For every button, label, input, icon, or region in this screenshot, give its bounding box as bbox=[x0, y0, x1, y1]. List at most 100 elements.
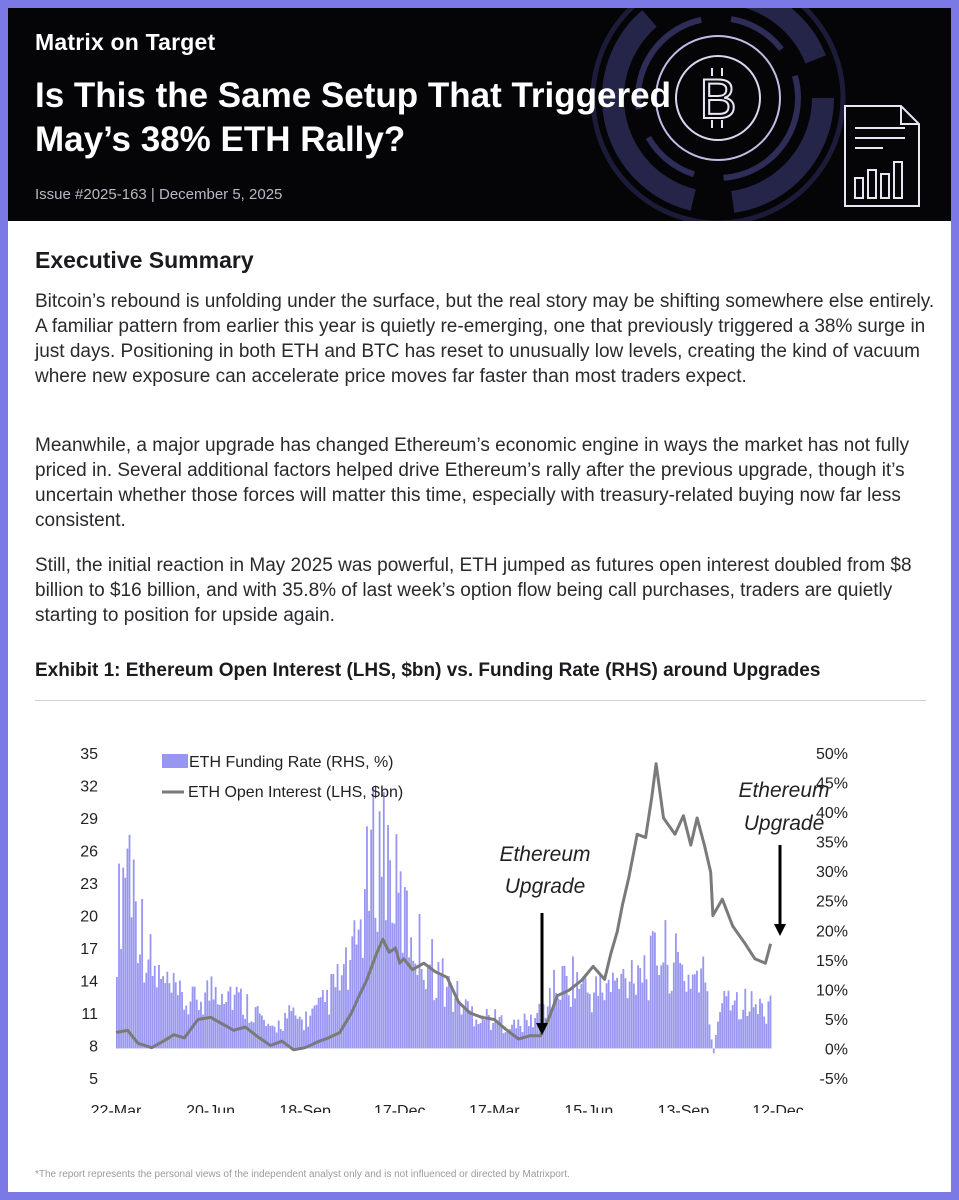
funding-rate-bar bbox=[261, 1015, 263, 1049]
funding-rate-bar bbox=[422, 979, 425, 1049]
funding-rate-bar bbox=[277, 1020, 280, 1049]
funding-rate-bar bbox=[439, 976, 442, 1049]
funding-rate-bar bbox=[530, 1014, 532, 1049]
annotation-label: Ethereum bbox=[738, 779, 829, 802]
legend-label-open-interest: ETH Open Interest (LHS, $bn) bbox=[188, 784, 403, 801]
funding-rate-bar bbox=[143, 982, 146, 1049]
bitcoin-icon: B bbox=[590, 8, 846, 221]
funding-rate-bar bbox=[357, 929, 360, 1049]
funding-rate-bar bbox=[141, 899, 144, 1049]
funding-rate-bar bbox=[279, 1029, 282, 1049]
funding-rate-bar bbox=[492, 1022, 494, 1049]
funding-rate-bar bbox=[458, 1000, 461, 1049]
y-right-tick-label: 25% bbox=[816, 894, 848, 911]
funding-rate-bar bbox=[132, 859, 135, 1049]
funding-rate-bar bbox=[248, 1022, 251, 1049]
funding-rate-bar bbox=[595, 976, 597, 1049]
funding-rate-bar bbox=[687, 974, 690, 1049]
funding-rate-bar bbox=[239, 988, 242, 1049]
y-right-tick-label: 40% bbox=[816, 805, 848, 822]
funding-rate-bar bbox=[532, 1027, 534, 1049]
funding-rate-bar bbox=[746, 1016, 749, 1049]
funding-rate-bar bbox=[498, 1017, 501, 1049]
annotation-label: Upgrade bbox=[505, 875, 586, 898]
funding-rate-bar bbox=[313, 1005, 316, 1049]
funding-rate-bar bbox=[139, 954, 141, 1049]
funding-rate-bar bbox=[689, 988, 692, 1049]
funding-rate-bar bbox=[340, 975, 343, 1049]
x-tick-label: 13-Sep bbox=[658, 1103, 710, 1113]
funding-rate-bar bbox=[418, 914, 421, 1049]
funding-rate-bar bbox=[317, 997, 320, 1049]
funding-rate-bar bbox=[263, 1019, 265, 1049]
funding-rate-bar bbox=[487, 1015, 490, 1049]
funding-rate-bar bbox=[496, 1021, 499, 1049]
funding-rate-bar bbox=[691, 974, 694, 1049]
funding-rate-bar bbox=[731, 1005, 734, 1049]
funding-rate-bar bbox=[578, 988, 581, 1049]
y-left-tick-label: 14 bbox=[80, 974, 98, 991]
y-left-tick-label: 26 bbox=[80, 844, 98, 861]
funding-rate-bar bbox=[174, 982, 177, 1049]
funding-rate-bar bbox=[315, 1004, 318, 1049]
funding-rate-bar bbox=[630, 960, 633, 1049]
funding-rate-bar bbox=[427, 967, 429, 1049]
funding-rate-bar bbox=[635, 994, 637, 1049]
funding-rate-bar bbox=[677, 951, 679, 1049]
eth-oi-funding-chart: 5 8 11 14 17 20 23 26 29 32 35 -5% 0% 5% 10% 15% 20% 25% 3… bbox=[80, 746, 848, 1113]
funding-rate-bar bbox=[450, 983, 452, 1049]
funding-rate-bar bbox=[622, 969, 625, 1049]
funding-rate-bar bbox=[208, 1000, 211, 1049]
y-left-tick-label: 29 bbox=[80, 811, 98, 828]
divider bbox=[35, 700, 926, 701]
funding-rate-bar bbox=[664, 920, 667, 1049]
funding-rate-bar bbox=[742, 1009, 745, 1049]
funding-rate-bar bbox=[698, 992, 700, 1049]
funding-rate-bar bbox=[576, 972, 579, 1049]
report-title: Is This the Same Setup That Triggered Ma… bbox=[35, 76, 671, 159]
funding-rate-bar bbox=[750, 991, 753, 1049]
funding-rate-bar bbox=[368, 910, 370, 1049]
funding-rate-bar bbox=[534, 1017, 537, 1049]
funding-rate-bar bbox=[376, 931, 379, 1049]
funding-rate-bar bbox=[555, 993, 558, 1049]
y-left-tick-label: 11 bbox=[81, 1006, 98, 1023]
funding-rate-bar bbox=[321, 990, 324, 1049]
funding-rate-bar bbox=[246, 994, 249, 1049]
funding-rate-bar bbox=[456, 980, 459, 1049]
funding-rate-bar bbox=[471, 1006, 473, 1049]
funding-rate-bar bbox=[290, 1011, 293, 1049]
funding-rate-bar bbox=[275, 1032, 278, 1049]
funding-rate-bar bbox=[204, 992, 207, 1049]
funding-rate-bar bbox=[389, 860, 392, 1049]
funding-rate-bar bbox=[723, 991, 726, 1049]
y-right-tick-label: 0% bbox=[825, 1041, 848, 1058]
funding-rate-bar bbox=[584, 977, 587, 1049]
funding-rate-bar bbox=[752, 1007, 755, 1049]
funding-rate-bar bbox=[336, 964, 339, 1049]
funding-rate-bar bbox=[176, 995, 179, 1049]
funding-rate-bar bbox=[586, 992, 589, 1049]
funding-rate-bar bbox=[214, 986, 217, 1049]
funding-rate-bar bbox=[656, 965, 658, 1049]
funding-rate-bar bbox=[416, 974, 419, 1049]
funding-rate-bar bbox=[588, 993, 591, 1049]
funding-rate-bar bbox=[242, 1014, 244, 1049]
funding-rate-bar bbox=[309, 1015, 312, 1049]
funding-rate-bar bbox=[286, 1018, 289, 1049]
funding-rate-bar bbox=[374, 917, 377, 1049]
legend-swatch-funding bbox=[162, 754, 188, 768]
report-chart-icon bbox=[844, 105, 920, 207]
funding-rate-bar bbox=[202, 1014, 204, 1049]
funding-rate-bar bbox=[740, 1019, 742, 1049]
exhibit-title: Exhibit 1: Ethereum Open Interest (LHS, … bbox=[35, 660, 821, 681]
funding-rate-bar bbox=[681, 964, 684, 1049]
report-frame: B Matrix on Target Is This the Same Setu… bbox=[8, 8, 951, 1192]
y-right-tick-label: 50% bbox=[816, 746, 848, 763]
funding-rate-bar bbox=[338, 990, 341, 1049]
funding-rate-bar bbox=[189, 1001, 192, 1049]
funding-rate-bar bbox=[557, 998, 560, 1049]
funding-rate-bar bbox=[342, 964, 345, 1049]
funding-rate-bar bbox=[454, 998, 457, 1049]
y-left-tick-label: 23 bbox=[80, 876, 98, 893]
